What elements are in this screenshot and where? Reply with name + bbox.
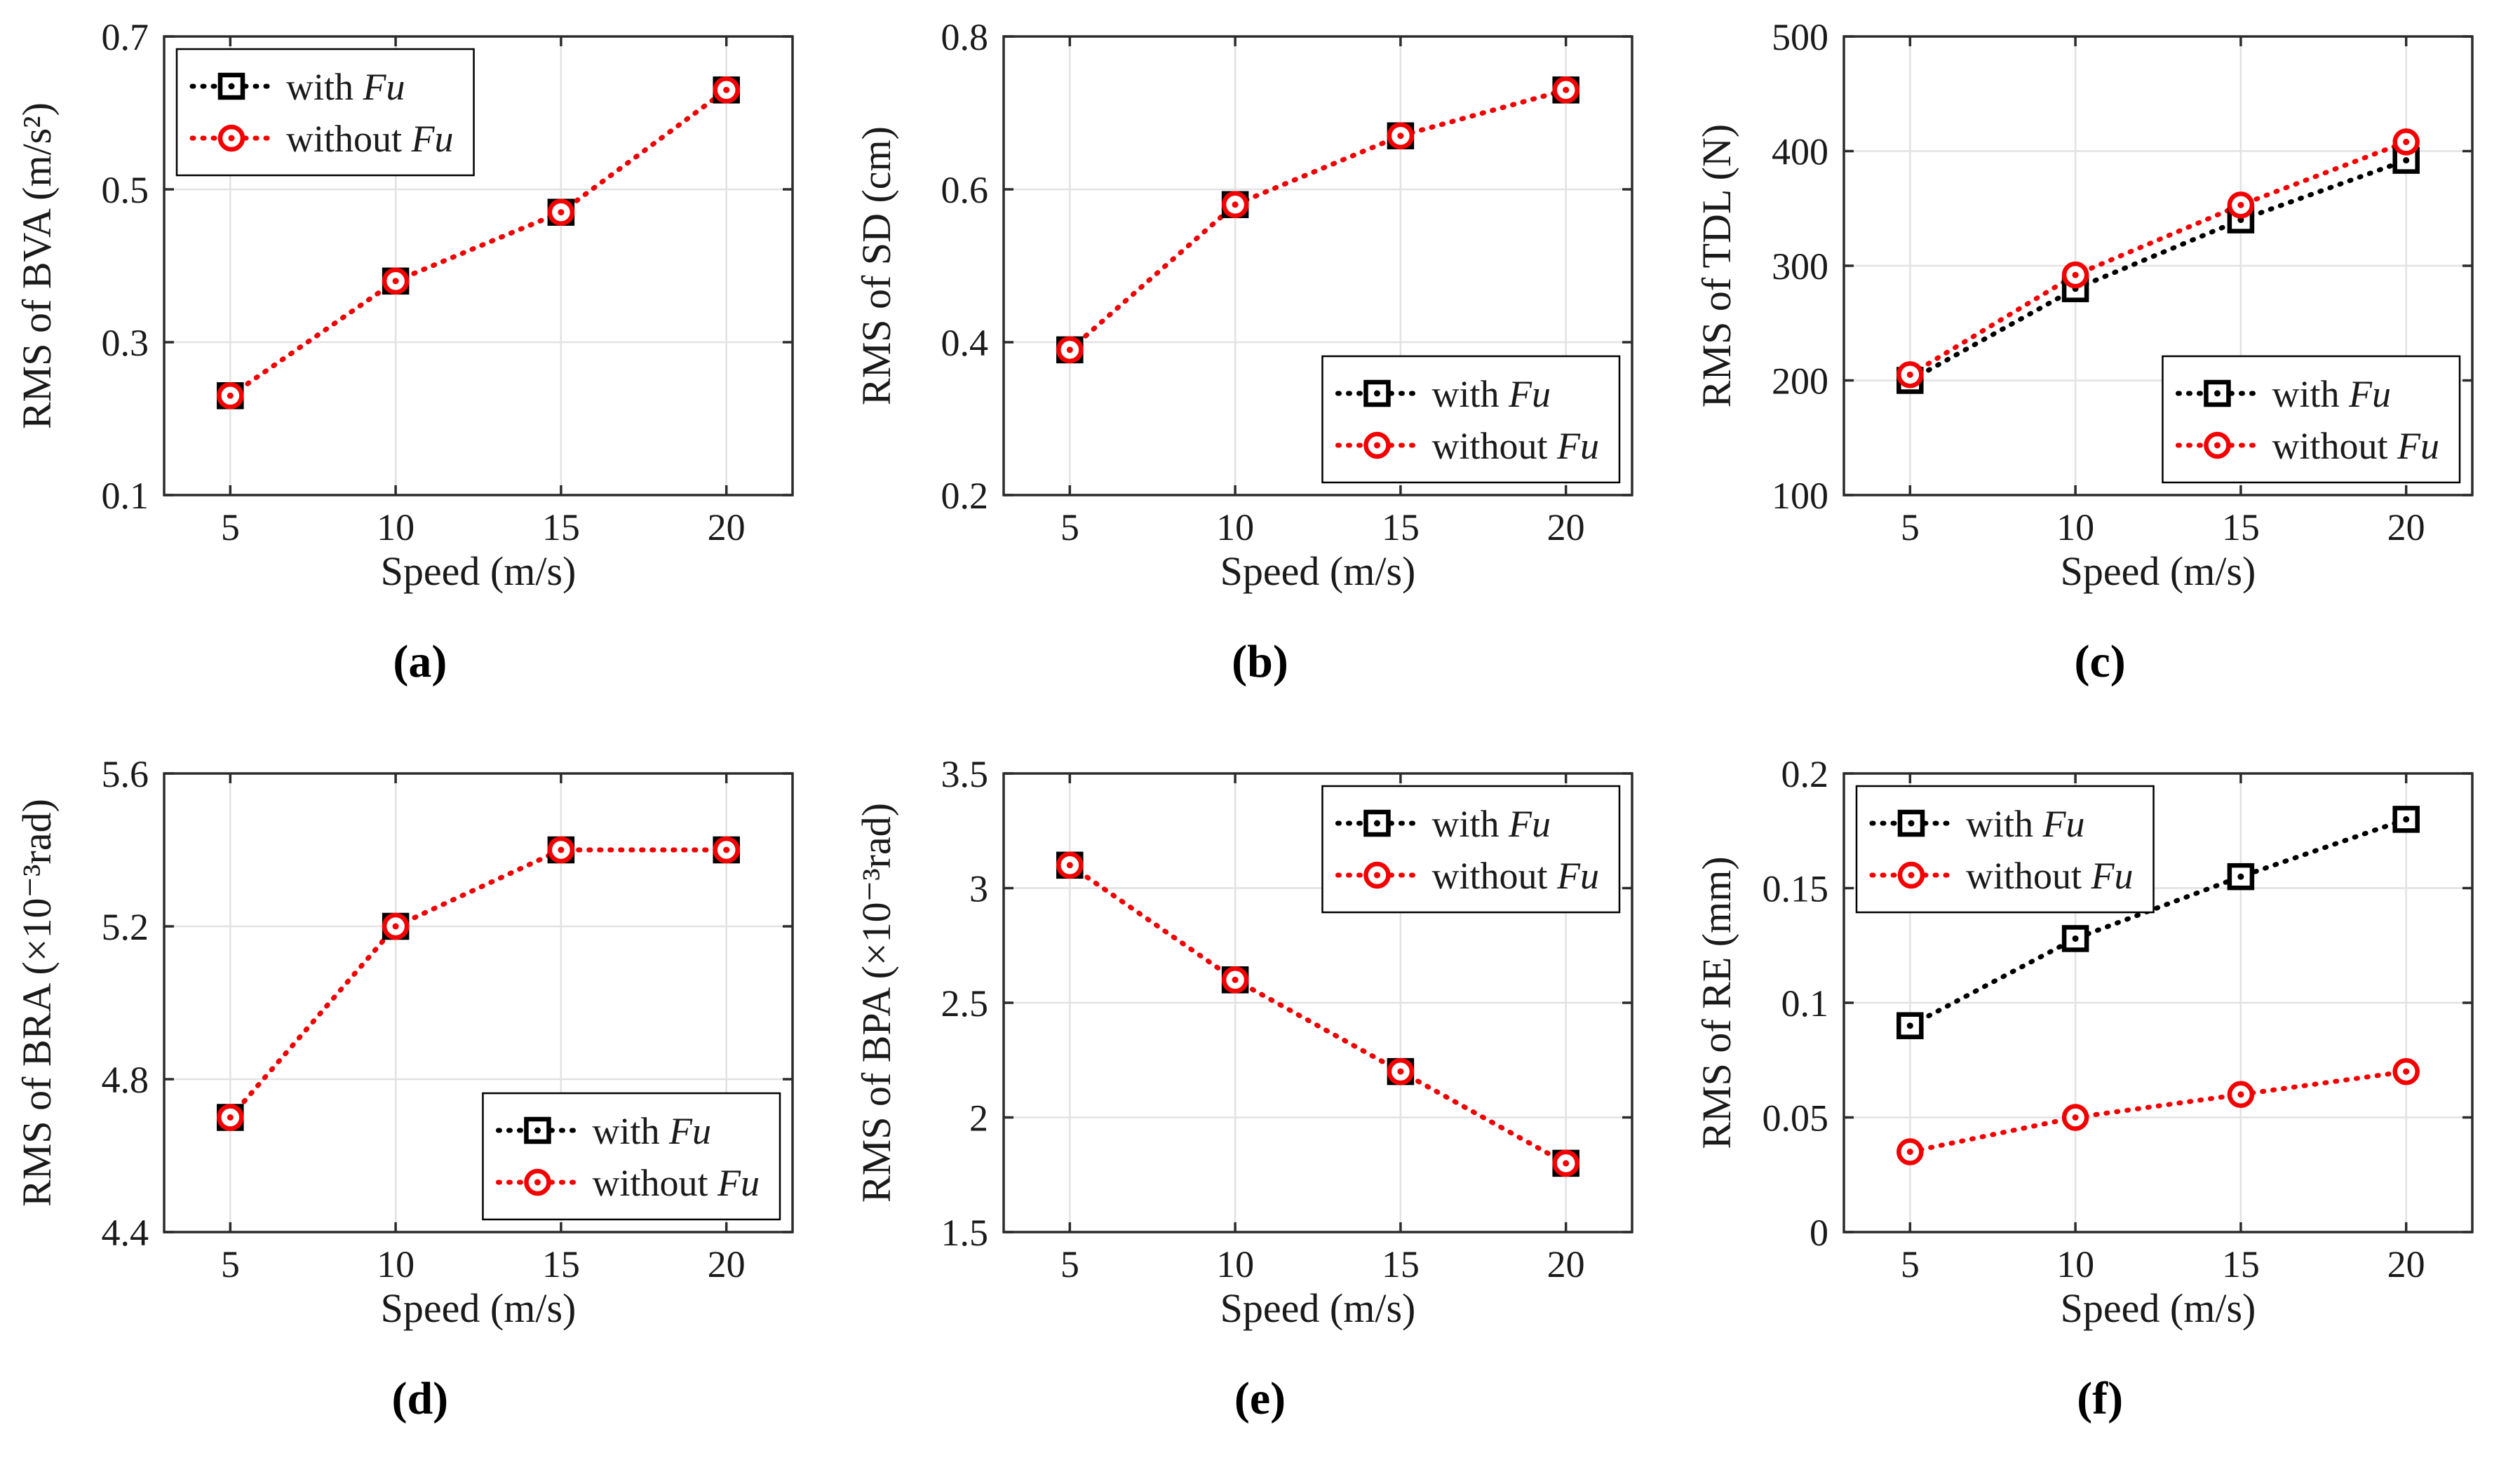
svg-text:with Fu: with Fu [1432, 373, 1551, 415]
svg-text:Speed (m/s): Speed (m/s) [380, 1285, 576, 1331]
chart-c-plot: 5 10 15 20 100 200 300 400 500 Speed (m/s) RMS of … [1697, 11, 2504, 614]
svg-text:without Fu: without Fu [1432, 425, 1600, 467]
chart-panel-e: 5 10 15 20 1.5 2 2.5 3 3.5 Speed (m/s) RMS of BPA … [840, 737, 1680, 1474]
chart-panel-b: 5 10 15 20 0.2 0.4 0.6 0.8 Speed (m/s) RMS of SD … [840, 0, 1680, 737]
svg-text:1.5: 1.5 [941, 1212, 989, 1254]
svg-text:without Fu: without Fu [1966, 855, 2134, 897]
svg-text:Speed (m/s): Speed (m/s) [1220, 548, 1416, 594]
svg-text:20: 20 [1547, 1243, 1585, 1285]
chart-d-caption: (d) [391, 1373, 449, 1424]
svg-text:without Fu: without Fu [592, 1162, 760, 1204]
svg-text:RMS of TDL (N): RMS of TDL (N) [1697, 124, 1739, 407]
svg-text:4.8: 4.8 [101, 1059, 149, 1101]
svg-text:15: 15 [1382, 506, 1420, 548]
svg-text:15: 15 [542, 506, 580, 548]
svg-text:20: 20 [708, 1243, 746, 1285]
svg-text:RMS of RE (mm): RMS of RE (mm) [1697, 856, 1739, 1149]
svg-text:20: 20 [708, 506, 746, 548]
chart-e-plot: 5 10 15 20 1.5 2 2.5 3 3.5 Speed (m/s) RMS of BPA … [856, 748, 1664, 1351]
chart-b-plot: 5 10 15 20 0.2 0.4 0.6 0.8 Speed (m/s) RMS of SD … [856, 11, 1664, 614]
svg-text:4.4: 4.4 [101, 1212, 149, 1254]
svg-text:without Fu: without Fu [286, 118, 454, 160]
svg-text:400: 400 [1772, 131, 1828, 173]
svg-text:10: 10 [1217, 1243, 1255, 1285]
svg-text:without Fu: without Fu [1432, 855, 1600, 897]
svg-text:10: 10 [2056, 1243, 2094, 1285]
svg-text:15: 15 [2222, 506, 2260, 548]
svg-text:5: 5 [221, 1243, 240, 1285]
svg-text:5: 5 [1060, 506, 1079, 548]
svg-text:5.2: 5.2 [101, 906, 149, 948]
svg-text:15: 15 [2222, 1243, 2260, 1285]
chart-e-caption: (e) [1234, 1373, 1286, 1424]
svg-text:3: 3 [969, 868, 988, 910]
chart-f-plot: 5 10 15 20 0 0.05 0.1 0.15 0.2 Speed (m/s) RMS of … [1697, 748, 2504, 1351]
svg-text:0.05: 0.05 [1763, 1097, 1829, 1140]
chart-c-caption: (c) [2074, 636, 2126, 687]
svg-text:15: 15 [542, 1243, 580, 1285]
svg-text:2.5: 2.5 [941, 982, 989, 1025]
svg-text:10: 10 [2056, 506, 2094, 548]
svg-text:0.2: 0.2 [1781, 753, 1829, 795]
svg-text:with Fu: with Fu [286, 66, 405, 108]
svg-text:20: 20 [2387, 1243, 2425, 1285]
svg-text:0.3: 0.3 [101, 322, 149, 364]
svg-text:RMS of SD (cm): RMS of SD (cm) [856, 126, 899, 405]
chart-b-caption: (b) [1232, 636, 1288, 687]
svg-text:0.1: 0.1 [1781, 982, 1829, 1025]
chart-d-plot: 5 10 15 20 4.4 4.8 5.2 5.6 Speed (m/s) RMS of BRA… [16, 748, 823, 1351]
svg-text:0.8: 0.8 [941, 16, 989, 58]
svg-text:Speed (m/s): Speed (m/s) [2061, 548, 2256, 594]
svg-text:5.6: 5.6 [101, 753, 149, 795]
svg-text:RMS of BRA (×10⁻³rad): RMS of BRA (×10⁻³rad) [17, 799, 60, 1207]
svg-text:with Fu: with Fu [1966, 803, 2085, 845]
svg-text:2: 2 [969, 1097, 988, 1140]
svg-text:with Fu: with Fu [592, 1110, 711, 1152]
svg-text:20: 20 [1547, 506, 1585, 548]
svg-text:0: 0 [1810, 1212, 1828, 1254]
svg-text:RMS of BVA (m/s²): RMS of BVA (m/s²) [17, 102, 60, 429]
svg-text:300: 300 [1772, 245, 1828, 288]
svg-text:without Fu: without Fu [2272, 425, 2440, 467]
svg-text:0.6: 0.6 [941, 169, 989, 211]
chart-panel-f: 5 10 15 20 0 0.05 0.1 0.15 0.2 Speed (m/s) RMS of … [1680, 737, 2520, 1474]
svg-text:with Fu: with Fu [1432, 803, 1551, 845]
svg-text:Speed (m/s): Speed (m/s) [1220, 1285, 1416, 1331]
svg-text:0.15: 0.15 [1763, 868, 1829, 910]
svg-text:10: 10 [377, 1243, 415, 1285]
svg-text:RMS of BPA (×10⁻³rad): RMS of BPA (×10⁻³rad) [856, 803, 899, 1203]
svg-text:100: 100 [1772, 475, 1828, 517]
svg-text:Speed (m/s): Speed (m/s) [2061, 1285, 2256, 1331]
svg-text:0.7: 0.7 [101, 16, 149, 58]
svg-text:5: 5 [1901, 1243, 1920, 1285]
svg-text:10: 10 [1217, 506, 1255, 548]
svg-text:0.2: 0.2 [941, 475, 989, 517]
svg-text:0.1: 0.1 [101, 475, 149, 517]
chart-panel-d: 5 10 15 20 4.4 4.8 5.2 5.6 Speed (m/s) RMS of BRA… [0, 737, 840, 1474]
svg-text:Speed (m/s): Speed (m/s) [380, 548, 576, 594]
chart-panel-a: 5 10 15 20 0.1 0.3 0.5 0.7 Speed (m/s) RMS of BVA… [0, 0, 840, 737]
svg-text:0.5: 0.5 [101, 169, 149, 211]
svg-text:with Fu: with Fu [2272, 373, 2392, 415]
svg-text:10: 10 [377, 506, 415, 548]
chart-a-plot: 5 10 15 20 0.1 0.3 0.5 0.7 Speed (m/s) RMS of BVA… [16, 11, 823, 614]
chart-panel-c: 5 10 15 20 100 200 300 400 500 Speed (m/s) RMS of … [1680, 0, 2520, 737]
svg-text:5: 5 [1060, 1243, 1079, 1285]
chart-f-caption: (f) [2077, 1373, 2124, 1424]
svg-text:5: 5 [1901, 506, 1920, 548]
svg-text:500: 500 [1772, 16, 1828, 58]
svg-text:20: 20 [2387, 506, 2425, 548]
svg-text:0.4: 0.4 [941, 322, 989, 364]
svg-text:200: 200 [1772, 360, 1828, 403]
svg-text:3.5: 3.5 [941, 753, 989, 795]
svg-text:5: 5 [221, 506, 240, 548]
svg-text:15: 15 [1382, 1243, 1420, 1285]
chart-a-caption: (a) [393, 636, 447, 687]
